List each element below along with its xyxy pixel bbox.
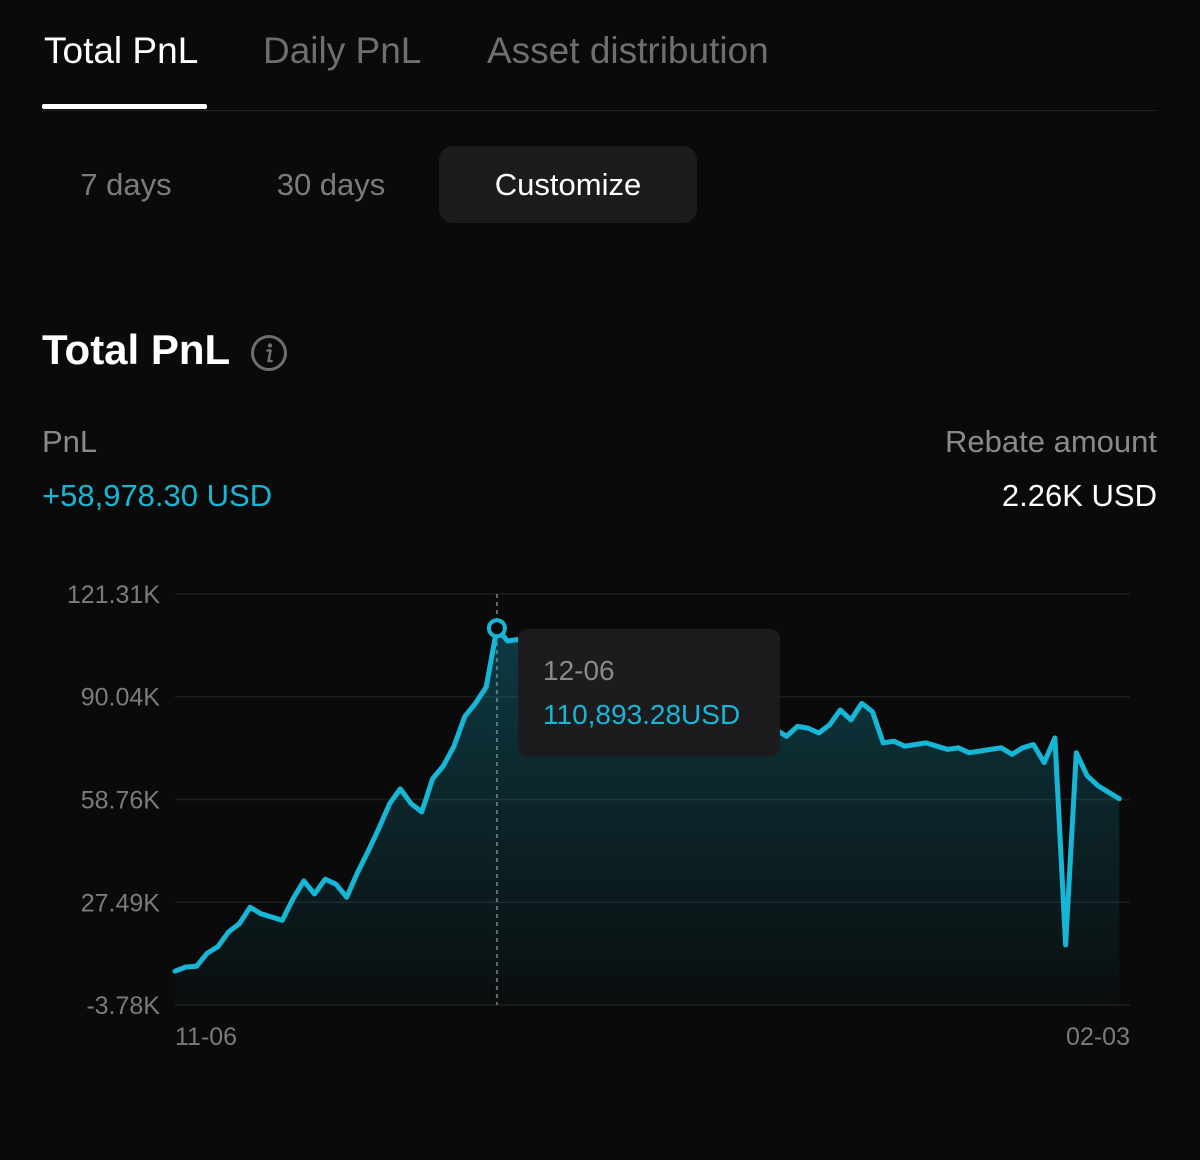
- range-customize-button[interactable]: Customize: [439, 146, 697, 223]
- tab-asset-distribution[interactable]: Asset distribution: [487, 30, 769, 71]
- y-tick-label: 58.76K: [81, 787, 161, 815]
- range-7-days-button[interactable]: 7 days: [80, 167, 172, 202]
- tab-total-pnl[interactable]: Total PnL: [44, 30, 199, 71]
- info-icon[interactable]: [250, 334, 288, 372]
- pnl-area: [175, 628, 1120, 1005]
- x-tick-label-start: 11-06: [175, 1023, 237, 1051]
- section-title: Total PnL: [42, 326, 231, 373]
- highlight-point[interactable]: [486, 618, 507, 639]
- rebate-label: Rebate amount: [945, 424, 1157, 459]
- y-axis-labels: 121.31K 90.04K 58.76K 27.49K -3.78K: [67, 581, 160, 1020]
- pnl-value: +58,978.30 USD: [42, 478, 273, 513]
- tooltip-date: 12-06: [543, 655, 615, 686]
- y-tick-label: 27.49K: [81, 889, 161, 917]
- tab-bar: Total PnL Daily PnL Asset distribution: [42, 0, 1158, 111]
- tab-daily-pnl[interactable]: Daily PnL: [263, 30, 422, 71]
- range-30-days-button[interactable]: 30 days: [276, 167, 386, 202]
- x-tick-label-end: 02-03: [1066, 1023, 1130, 1051]
- y-tick-label: -3.78K: [86, 992, 160, 1020]
- y-tick-label: 90.04K: [81, 684, 161, 712]
- x-axis-labels: 11-06 02-03: [175, 1023, 1130, 1051]
- pnl-label: PnL: [42, 424, 98, 459]
- y-tick-label: 121.31K: [67, 581, 160, 609]
- active-tab-indicator: [42, 104, 207, 109]
- tooltip-value: 110,893.28USD: [543, 699, 741, 730]
- chart-tooltip: 12-06 110,893.28USD: [518, 629, 780, 757]
- rebate-value: 2.26K USD: [1001, 478, 1157, 513]
